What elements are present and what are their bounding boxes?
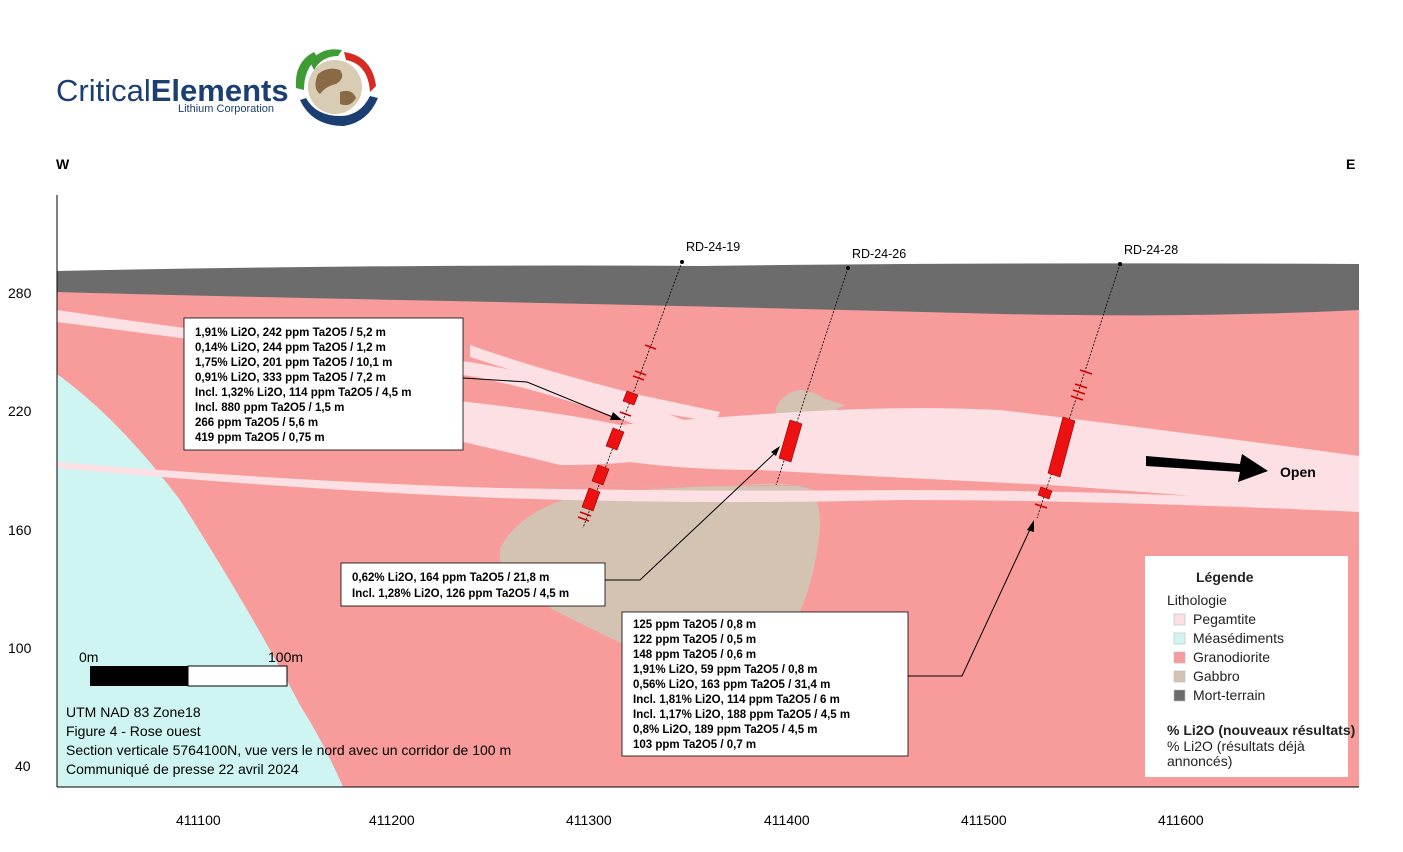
leader-lines [462,377,1034,677]
legend-subtitle: Lithologie [1167,592,1227,608]
intercept-19-a [622,390,639,406]
legend-note-new: % Li2O (nouveaux résultats) [1167,722,1355,738]
leader-rd19 [462,377,616,419]
legend: Légende Lithologie Pegamtite Méasédiment… [1145,556,1355,777]
intercept-28-b [1037,486,1053,500]
logo-name-bold: Elements [151,73,289,108]
overburden-layer [57,263,1359,316]
company-logo: CriticalElements Lithium Corporation [56,49,378,126]
legend-label-pegmatite: Pegamtite [1193,611,1256,627]
east-label: E [1346,156,1355,172]
west-label: W [56,156,70,172]
info-line-2: Figure 4 - Rose ouest [66,723,201,739]
x-tick-411300: 411300 [566,812,612,828]
drillhole-label-rd-24-28: RD-24-28 [1124,243,1178,257]
rd28-line-2: 122 ppm Ta2O5 / 0,5 m [633,634,756,646]
logo-name: CriticalElements [56,73,289,108]
intercept-19-d [581,487,601,512]
globe-icon [295,49,378,126]
rd26-line-1: 0,62% Li2O, 164 ppm Ta2O5 / 21,8 m [352,572,549,584]
open-label: Open [1280,464,1316,480]
intercept-19-b [605,427,625,451]
logo-name-light: Critical [56,73,151,108]
logo-subtitle: Lithium Corporation [178,103,274,115]
annotation-rd28: 125 ppm Ta2O5 / 0,8 m 122 ppm Ta2O5 / 0,… [621,611,909,757]
rd28-line-4: 1,91% Li2O, 59 ppm Ta2O5 / 0,8 m [633,664,818,676]
y-tick-220: 220 [8,403,32,419]
scale-bar-start: 0m [79,649,98,665]
rd19-line-2: 0,14% Li2O, 244 ppm Ta2O5 / 1,2 m [195,342,386,354]
intercept-28-a [1047,416,1076,478]
scale-bar-end: 100m [268,649,303,665]
legend-swatch-metasediments [1173,632,1186,645]
y-axis-ticks: 280 220 160 100 40 [8,285,32,774]
x-tick-411200: 411200 [369,812,415,828]
rd28-line-1: 125 ppm Ta2O5 / 0,8 m [633,619,756,631]
legend-swatch-granodiorite [1173,651,1186,664]
drillhole-label-rd-24-26: RD-24-26 [852,247,906,261]
gabbro-lower [499,483,820,652]
drillhole-rd-24-26: RD-24-26 [775,247,906,486]
legend-note-previous-2: annoncés) [1167,753,1232,769]
pegmatite-dyke-lower [57,462,1359,512]
info-line-3: Section verticale 5764100N, vue vers le … [66,742,511,758]
y-tick-280: 280 [8,285,32,301]
rd26-line-2: Incl. 1,28% Li2O, 126 ppm Ta2O5 / 4,5 m [352,588,569,600]
y-tick-160: 160 [8,522,32,538]
legend-swatch-overburden [1173,689,1186,702]
info-line-4: Communiqué de presse 22 avril 2024 [66,761,299,777]
legend-swatch-gabbro [1173,670,1186,683]
legend-label-overburden: Mort-terrain [1193,687,1265,703]
annotation-rd19: 1,91% Li2O, 242 ppm Ta2O5 / 5,2 m 0,14% … [183,317,464,451]
rd28-line-5: 0,56% Li2O, 163 ppm Ta2O5 / 31,4 m [633,679,830,691]
legend-label-metasediments: Méasédiments [1193,630,1284,646]
rd28-line-6: Incl. 1,81% Li2O, 114 ppm Ta2O5 / 6 m [633,694,840,706]
intercept-26-a [778,419,803,463]
legend-title: Légende [1196,569,1254,585]
figure-info: UTM NAD 83 Zone18 Figure 4 - Rose ouest … [66,704,511,777]
info-line-1: UTM NAD 83 Zone18 [66,704,201,720]
rd28-line-8: 0,8% Li2O, 189 ppm Ta2O5 / 4,5 m [633,724,818,736]
rd19-line-3: 1,75% Li2O, 201 ppm Ta2O5 / 10,1 m [195,357,392,369]
y-tick-100: 100 [8,640,32,656]
drillhole-rd-24-19: RD-24-19 [577,240,740,529]
x-tick-411400: 411400 [764,812,810,828]
rd19-line-5: Incl. 1,32% Li2O, 114 ppm Ta2O5 / 4,5 m [195,387,411,399]
rd19-line-4: 0,91% Li2O, 333 ppm Ta2O5 / 7,2 m [195,372,386,384]
leader-rd26 [604,449,779,581]
lithology-layers [57,263,1359,787]
x-axis-ticks: 411100 411200 411300 411400 411500 41160… [176,812,1204,828]
rd19-line-8: 419 ppm Ta2O5 / 0,75 m [195,432,325,444]
rd19-line-7: 266 ppm Ta2O5 / 5,6 m [195,417,318,429]
drillhole-rd-24-28: RD-24-28 [1034,243,1178,519]
drillhole-label-rd-24-19: RD-24-19 [686,240,740,254]
x-tick-411500: 411500 [961,812,1007,828]
legend-label-granodiorite: Granodiorite [1193,649,1270,665]
rd19-line-1: 1,91% Li2O, 242 ppm Ta2O5 / 5,2 m [195,327,386,339]
rd28-line-7: Incl. 1,17% Li2O, 188 ppm Ta2O5 / 4,5 m [633,709,850,721]
legend-note-previous-1: % Li2O (résultats déjà [1167,738,1305,754]
intercept-19-c [591,464,610,486]
rd28-line-9: 103 ppm Ta2O5 / 0,7 m [633,739,756,751]
scale-bar: 0m 100m [79,649,303,687]
x-tick-411100: 411100 [176,812,221,828]
legend-swatch-pegmatite [1173,613,1186,626]
annotation-rd26: 0,62% Li2O, 164 ppm Ta2O5 / 21,8 m Incl.… [340,562,606,607]
right-arrow-icon [1146,454,1268,482]
legend-label-gabbro: Gabbro [1193,668,1240,684]
open-arrow: Open [1146,454,1316,482]
x-tick-411600: 411600 [1158,812,1204,828]
leader-rd28 [908,524,1033,677]
y-tick-40: 40 [15,758,31,774]
pegmatite-dyke-strand [470,345,720,422]
rd28-line-3: 148 ppm Ta2O5 / 0,6 m [633,649,756,661]
rd19-line-6: Incl. 880 ppm Ta2O5 / 1,5 m [195,402,344,414]
